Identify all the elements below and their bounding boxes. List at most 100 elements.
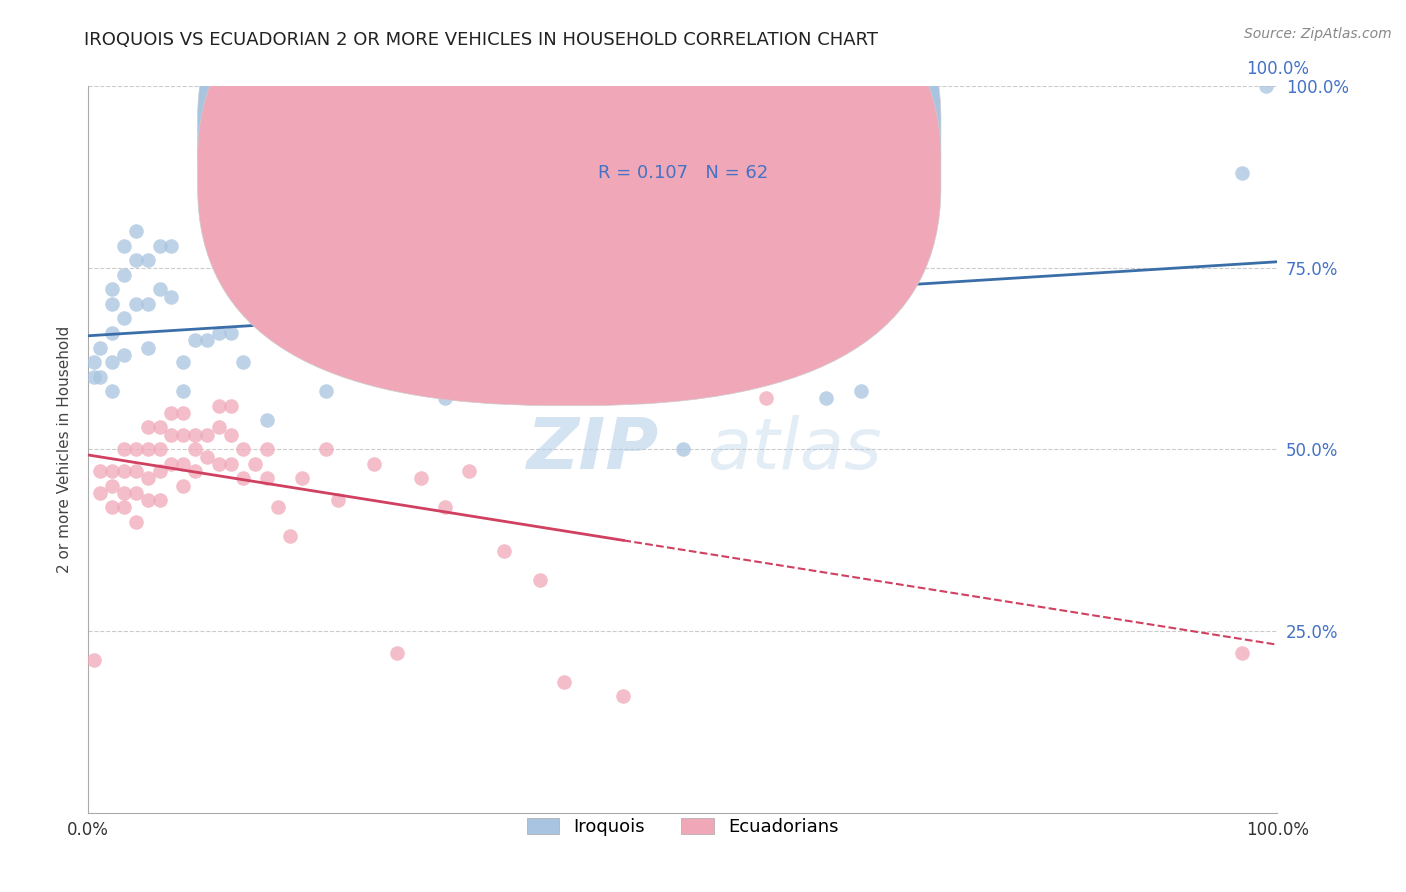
Point — [433, 500, 456, 515]
Point — [101, 282, 124, 296]
Point — [172, 355, 194, 369]
Point — [814, 392, 837, 406]
Point — [256, 413, 278, 427]
Point — [243, 457, 266, 471]
Text: R = 0.262   N = 44: R = 0.262 N = 44 — [599, 124, 769, 142]
Point — [339, 355, 361, 369]
Point — [411, 471, 433, 485]
Point — [433, 392, 456, 406]
Point — [267, 500, 290, 515]
Text: IROQUOIS VS ECUADORIAN 2 OR MORE VEHICLES IN HOUSEHOLD CORRELATION CHART: IROQUOIS VS ECUADORIAN 2 OR MORE VEHICLE… — [84, 31, 879, 49]
Point — [101, 478, 124, 492]
Point — [160, 239, 183, 253]
Point — [89, 369, 111, 384]
Point — [195, 427, 218, 442]
Point — [148, 464, 170, 478]
Point — [208, 326, 231, 340]
Point — [112, 268, 135, 282]
Point — [125, 253, 148, 268]
Point — [172, 457, 194, 471]
Point — [125, 297, 148, 311]
Point — [83, 355, 105, 369]
FancyBboxPatch shape — [198, 0, 941, 366]
Point — [1230, 166, 1253, 180]
Point — [219, 326, 242, 340]
Point — [851, 384, 873, 398]
Text: atlas: atlas — [707, 415, 882, 483]
Point — [101, 355, 124, 369]
Point — [280, 297, 302, 311]
Point — [148, 493, 170, 508]
Point — [553, 674, 575, 689]
Point — [184, 427, 207, 442]
Point — [89, 464, 111, 478]
Point — [195, 333, 218, 347]
Point — [672, 442, 695, 457]
Point — [101, 384, 124, 398]
Point — [291, 326, 314, 340]
Point — [136, 442, 159, 457]
Point — [148, 239, 170, 253]
Point — [208, 420, 231, 434]
Point — [184, 464, 207, 478]
Point — [219, 399, 242, 413]
Point — [195, 450, 218, 464]
Point — [112, 500, 135, 515]
Point — [208, 457, 231, 471]
Point — [136, 341, 159, 355]
Point — [125, 486, 148, 500]
Point — [326, 493, 349, 508]
Point — [612, 239, 634, 253]
Text: ZIP: ZIP — [527, 415, 659, 483]
Point — [83, 653, 105, 667]
Point — [172, 406, 194, 420]
Point — [160, 457, 183, 471]
Point — [280, 529, 302, 543]
Point — [125, 515, 148, 529]
Point — [363, 457, 385, 471]
Point — [350, 341, 373, 355]
Point — [112, 311, 135, 326]
Point — [136, 493, 159, 508]
Y-axis label: 2 or more Vehicles in Household: 2 or more Vehicles in Household — [58, 326, 72, 573]
Point — [232, 355, 254, 369]
Point — [101, 464, 124, 478]
Point — [101, 297, 124, 311]
Point — [148, 282, 170, 296]
Point — [291, 471, 314, 485]
Point — [494, 544, 516, 558]
Point — [232, 442, 254, 457]
Point — [112, 442, 135, 457]
Point — [136, 471, 159, 485]
Text: R = 0.107   N = 62: R = 0.107 N = 62 — [599, 164, 769, 182]
FancyBboxPatch shape — [534, 101, 807, 210]
Point — [125, 224, 148, 238]
Point — [136, 297, 159, 311]
Point — [136, 253, 159, 268]
Point — [125, 464, 148, 478]
Point — [1254, 78, 1277, 93]
Point — [387, 646, 409, 660]
Point — [101, 500, 124, 515]
Point — [136, 420, 159, 434]
Point — [232, 471, 254, 485]
Point — [457, 464, 479, 478]
Point — [256, 442, 278, 457]
Point — [160, 406, 183, 420]
Point — [755, 392, 778, 406]
Text: Source: ZipAtlas.com: Source: ZipAtlas.com — [1244, 27, 1392, 41]
Point — [529, 573, 551, 587]
Point — [112, 239, 135, 253]
Point — [208, 399, 231, 413]
Point — [112, 486, 135, 500]
Point — [89, 486, 111, 500]
Point — [125, 442, 148, 457]
Point — [612, 690, 634, 704]
Point — [172, 478, 194, 492]
Point — [256, 471, 278, 485]
Point — [184, 333, 207, 347]
Point — [755, 341, 778, 355]
Legend: Iroquois, Ecuadorians: Iroquois, Ecuadorians — [520, 811, 846, 844]
Point — [398, 326, 420, 340]
Point — [219, 457, 242, 471]
